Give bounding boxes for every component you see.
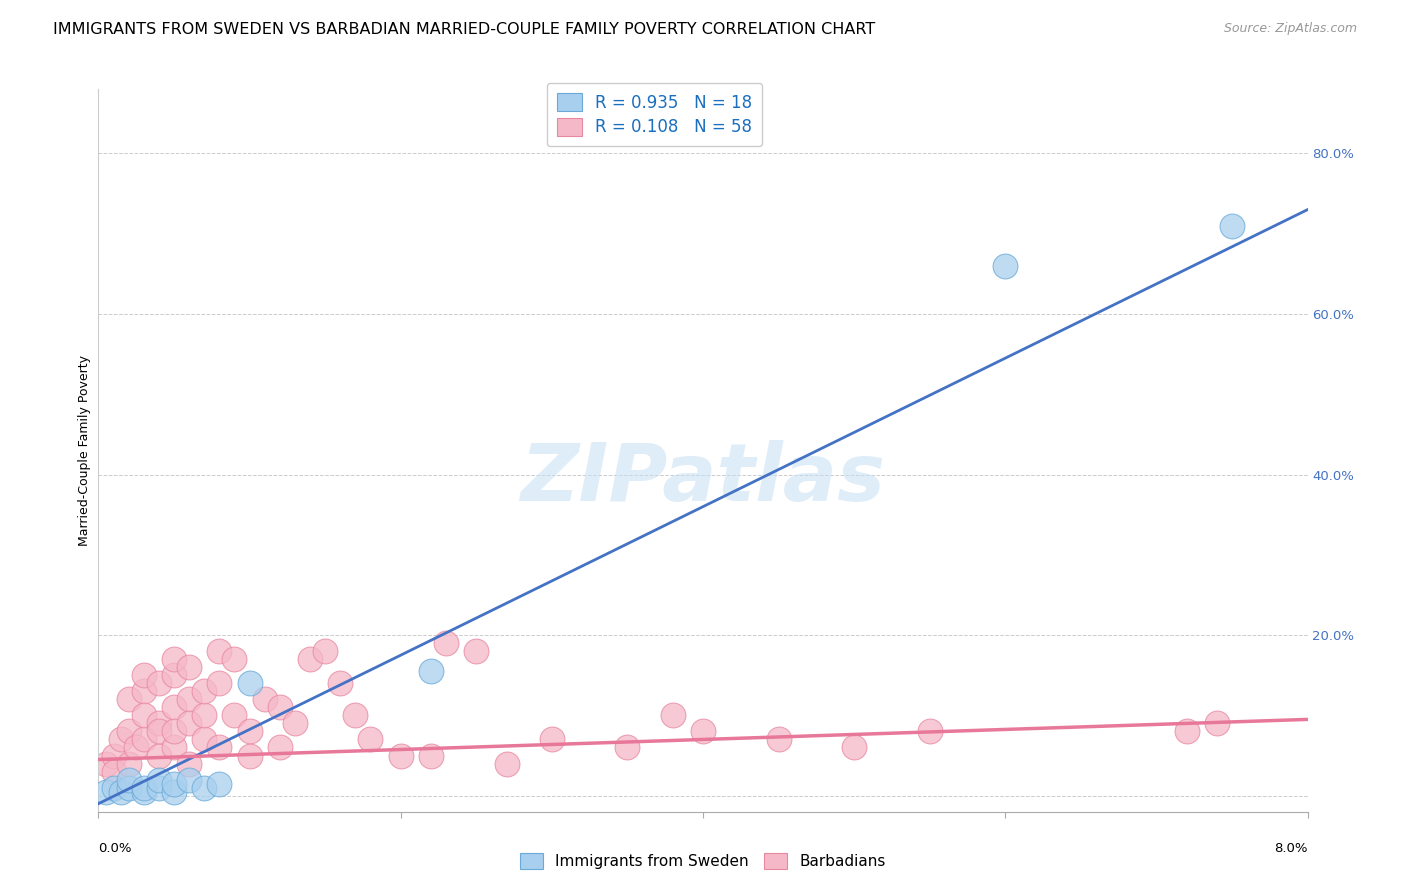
Point	[1220, 219, 1243, 233]
Point	[208, 776, 231, 791]
Point	[132, 708, 155, 723]
Point	[1206, 716, 1229, 731]
Point	[193, 708, 215, 723]
Text: Source: ZipAtlas.com: Source: ZipAtlas.com	[1223, 22, 1357, 36]
Text: 0.0%: 0.0%	[98, 842, 132, 855]
Point	[132, 780, 155, 795]
Point	[389, 748, 412, 763]
Point	[844, 740, 866, 755]
Point	[132, 668, 155, 682]
Point	[239, 724, 262, 739]
Point	[179, 756, 201, 771]
Point	[148, 716, 170, 731]
Point	[994, 259, 1017, 273]
Point	[163, 652, 186, 666]
Point	[148, 780, 170, 795]
Point	[94, 785, 117, 799]
Point	[299, 652, 322, 666]
Point	[284, 716, 307, 731]
Point	[434, 636, 457, 650]
Point	[269, 740, 291, 755]
Point	[163, 700, 186, 714]
Text: IMMIGRANTS FROM SWEDEN VS BARBADIAN MARRIED-COUPLE FAMILY POVERTY CORRELATION CH: IMMIGRANTS FROM SWEDEN VS BARBADIAN MARR…	[53, 22, 876, 37]
Point	[193, 780, 215, 795]
Point	[179, 692, 201, 706]
Point	[148, 676, 170, 690]
Point	[118, 692, 141, 706]
Point	[208, 676, 231, 690]
Point	[148, 724, 170, 739]
Text: 8.0%: 8.0%	[1274, 842, 1308, 855]
Legend: R = 0.935   N = 18, R = 0.108   N = 58: R = 0.935 N = 18, R = 0.108 N = 58	[547, 83, 762, 146]
Point	[103, 748, 125, 763]
Point	[179, 660, 201, 674]
Point	[616, 740, 638, 755]
Point	[314, 644, 336, 658]
Point	[344, 708, 367, 723]
Point	[224, 708, 246, 723]
Point	[163, 785, 186, 799]
Point	[118, 756, 141, 771]
Point	[148, 772, 170, 787]
Text: ZIPatlas: ZIPatlas	[520, 441, 886, 518]
Point	[239, 748, 262, 763]
Point	[465, 644, 488, 658]
Point	[208, 644, 231, 658]
Point	[768, 732, 790, 747]
Point	[495, 756, 517, 771]
Point	[420, 664, 443, 678]
Point	[118, 772, 141, 787]
Point	[329, 676, 352, 690]
Point	[125, 740, 148, 755]
Point	[420, 748, 443, 763]
Point	[163, 724, 186, 739]
Point	[360, 732, 382, 747]
Point	[540, 732, 562, 747]
Point	[118, 780, 141, 795]
Point	[661, 708, 683, 723]
Point	[110, 732, 132, 747]
Point	[163, 668, 186, 682]
Point	[179, 716, 201, 731]
Point	[208, 740, 231, 755]
Point	[148, 748, 170, 763]
Point	[269, 700, 291, 714]
Point	[692, 724, 714, 739]
Y-axis label: Married-Couple Family Poverty: Married-Couple Family Poverty	[79, 355, 91, 546]
Legend: Immigrants from Sweden, Barbadians: Immigrants from Sweden, Barbadians	[515, 847, 891, 875]
Point	[103, 780, 125, 795]
Point	[239, 676, 262, 690]
Point	[179, 772, 201, 787]
Point	[163, 776, 186, 791]
Point	[224, 652, 246, 666]
Point	[193, 732, 215, 747]
Point	[132, 785, 155, 799]
Point	[1175, 724, 1198, 739]
Point	[103, 764, 125, 779]
Point	[94, 756, 117, 771]
Point	[193, 684, 215, 698]
Point	[132, 732, 155, 747]
Point	[918, 724, 941, 739]
Point	[253, 692, 276, 706]
Point	[110, 785, 132, 799]
Point	[118, 724, 141, 739]
Point	[132, 684, 155, 698]
Point	[163, 740, 186, 755]
